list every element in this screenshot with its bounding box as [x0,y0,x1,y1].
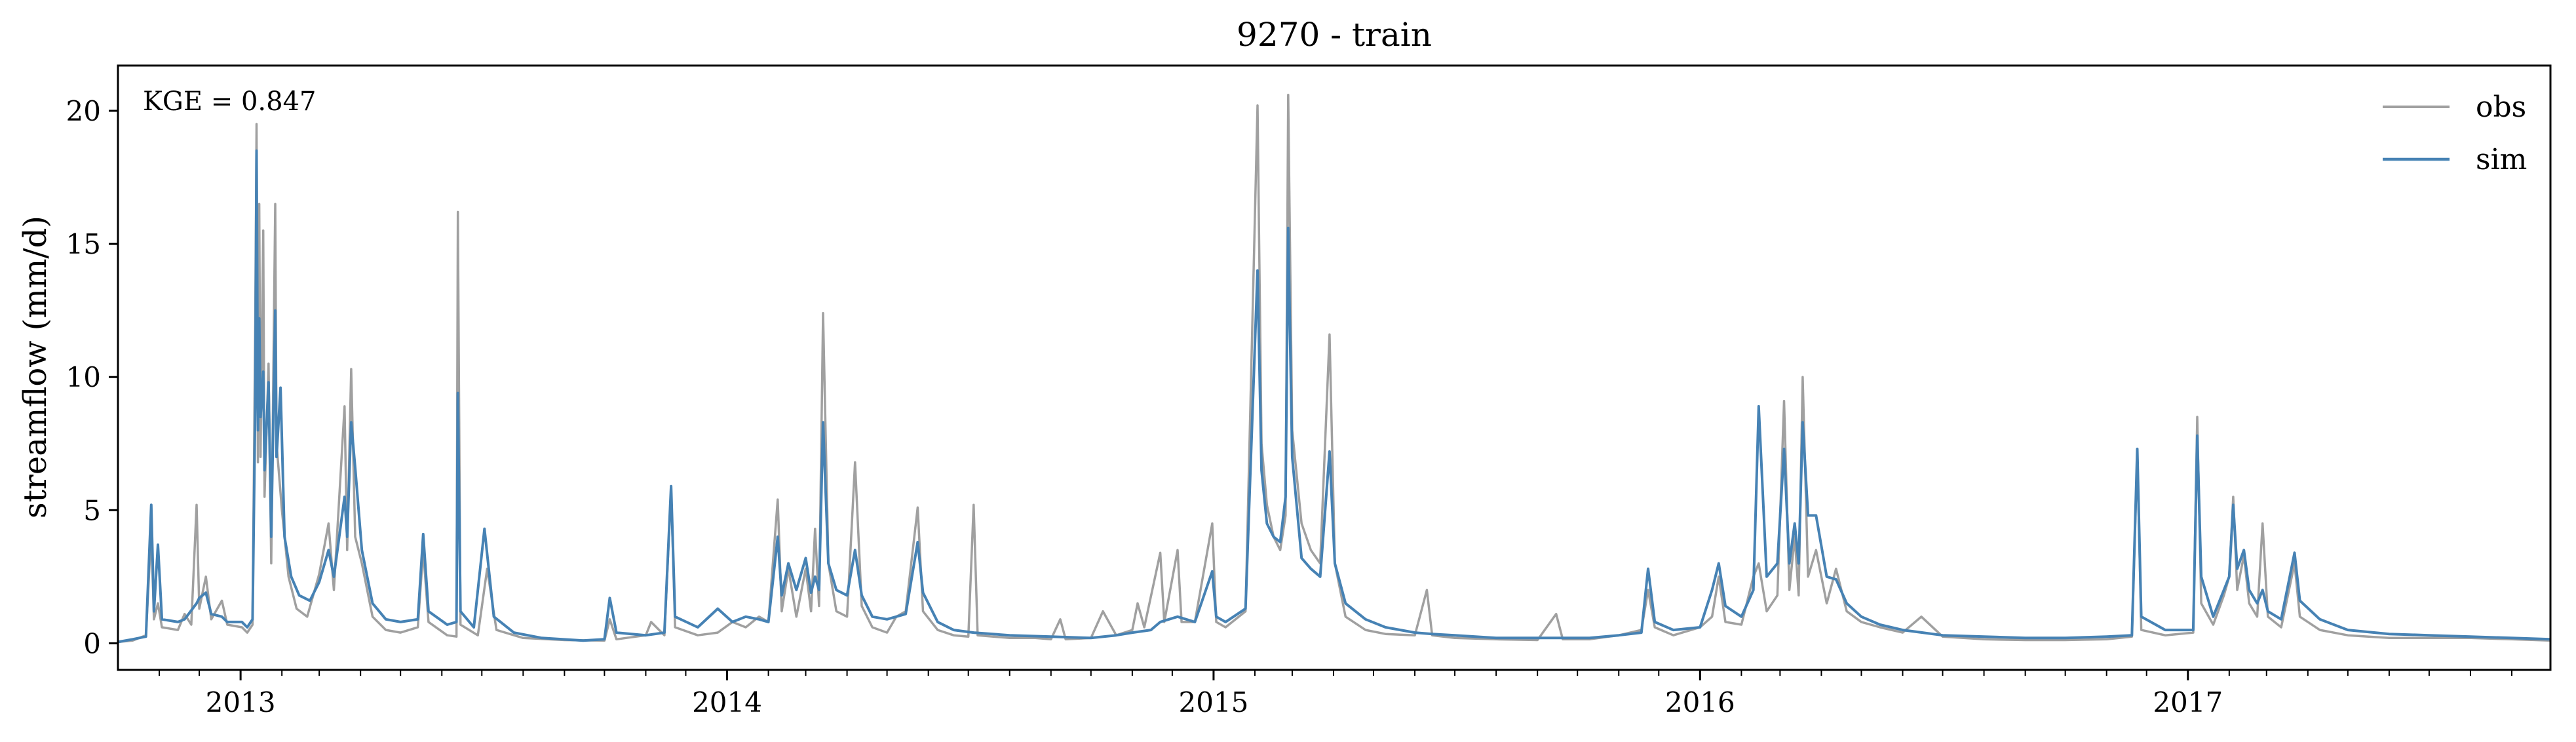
x-tick-label: 2013 [206,686,276,718]
y-tick-label: 5 [83,494,101,526]
x-tick-label: 2016 [1665,686,1735,718]
y-axis-label: streamflow (mm/d) [17,216,54,518]
x-tick-label: 2014 [692,686,762,718]
series-layer [117,93,2551,644]
y-axis: 0 5 10 15 20 [66,95,118,659]
legend-label-sim: sim [2476,143,2527,176]
plot-frame [117,64,2552,671]
series-line-sim [117,149,2551,644]
x-tick-label: 2017 [2153,686,2223,718]
series-line-obs [117,93,2551,644]
y-tick-label: 10 [66,361,101,393]
x-axis: 2013 2014 2015 2016 2017 [159,670,2513,718]
kge-annotation: KGE = 0.847 [143,87,317,117]
legend-label-obs: obs [2476,90,2526,124]
x-tick-label: 2015 [1178,686,1248,718]
legend: obs sim [2383,90,2527,176]
y-tick-label: 20 [66,95,101,127]
chart-title: 9270 - train [1237,16,1432,54]
y-tick-label: 15 [66,228,101,260]
y-tick-label: 0 [83,627,101,659]
